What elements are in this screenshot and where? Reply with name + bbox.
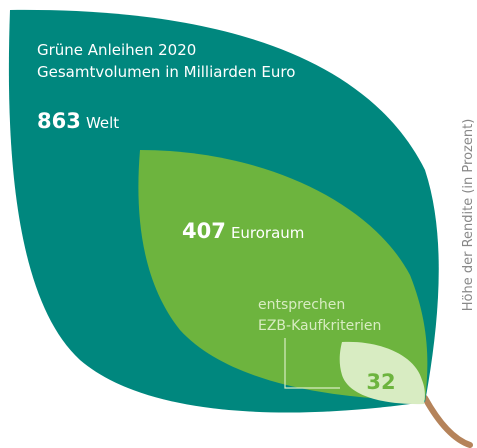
level-world: 863 Welt [37, 109, 119, 133]
value: 407 [182, 219, 226, 243]
value: 863 [37, 109, 81, 133]
ecb-label: EZB-Kaufkriterien [258, 318, 381, 334]
leaf-ecb [339, 341, 425, 405]
connector [284, 338, 340, 389]
stem [422, 395, 473, 448]
subtitle: Gesamtvolumen in Milliarden Euro [37, 63, 295, 81]
ecb-label: entsprechen [258, 297, 345, 313]
title: Grüne Anleihen 2020 [37, 41, 196, 59]
side-label: Höhe der Rendite (in Prozent) [461, 119, 476, 312]
leaf-eurozone [138, 150, 428, 400]
label: Euroraum [231, 224, 304, 242]
level-eurozone: 407 Euroraum [182, 219, 304, 243]
ecb-value: 32 [366, 370, 395, 394]
label: Welt [86, 114, 119, 132]
